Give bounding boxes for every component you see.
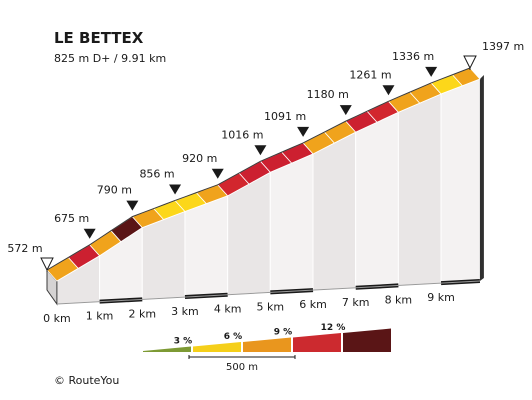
elevation-label: 1016 m xyxy=(221,128,263,141)
km-ticks: 0 km 1 km 2 km 3 km 4 km 5 km 6 km 7 km 8 km 9 km xyxy=(43,279,481,325)
km-tick-label: 5 km xyxy=(257,300,285,313)
km-tick-label: 6 km xyxy=(299,298,327,311)
profile-wall-segment xyxy=(355,111,399,289)
elevation-label: 572 m xyxy=(7,242,42,255)
legend-swatch xyxy=(143,346,191,352)
elevation-marker xyxy=(211,168,224,179)
km-tick-label: 2 km xyxy=(128,307,156,320)
profile-end-cap xyxy=(479,75,484,281)
profile-wall-segment xyxy=(269,153,314,293)
grade-ribbon xyxy=(46,67,481,282)
profile-wall-segment xyxy=(440,78,481,284)
elevation-marker xyxy=(425,66,438,77)
elevation-marker xyxy=(254,145,267,156)
elevation-label: 1091 m xyxy=(264,110,306,123)
elevation-label: 675 m xyxy=(54,212,89,225)
legend-label: 9 % xyxy=(274,328,292,338)
profile-baseline xyxy=(56,280,480,305)
legend-swatch xyxy=(193,342,241,352)
elevation-marker xyxy=(169,184,182,195)
elevation-label: 1336 m xyxy=(392,50,434,63)
elevation-marker xyxy=(83,228,96,239)
km-tick-label: 8 km xyxy=(385,293,413,306)
legend-swatch xyxy=(243,337,291,352)
km-tick-label: 0 km xyxy=(43,312,71,325)
profile-wall-segment xyxy=(184,195,229,298)
credit-text: © RouteYou xyxy=(54,374,119,387)
elevation-label: 1261 m xyxy=(349,68,391,81)
legend-scale-label: 500 m xyxy=(226,362,258,373)
elevation-marker xyxy=(297,126,310,137)
legend-swatch xyxy=(343,328,391,352)
legend-label: 12 % xyxy=(321,323,346,333)
legend-swatch xyxy=(293,333,341,352)
km-tick-label: 9 km xyxy=(427,291,455,304)
elevation-label: 1397 m xyxy=(482,40,524,53)
legend-label: 6 % xyxy=(224,332,242,342)
elevation-label: 856 m xyxy=(139,167,174,180)
elevation-marker xyxy=(126,200,139,211)
km-tick-label: 1 km xyxy=(86,310,114,323)
finish-marker xyxy=(463,55,477,70)
grade-legend: 3 % 6 % 9 % 12 % 500 m xyxy=(143,323,391,373)
profile-wall-segment xyxy=(397,93,442,286)
elevation-marker xyxy=(339,105,352,116)
legend-label: 3 % xyxy=(174,337,192,347)
elevation-marker xyxy=(382,85,395,96)
profile-wall-segment xyxy=(312,131,357,291)
start-marker xyxy=(40,257,54,272)
km-tick-label: 7 km xyxy=(342,296,370,309)
profile-top-edge xyxy=(46,67,471,271)
chart-title: LE BETTEX xyxy=(54,29,144,47)
km-tick-label: 3 km xyxy=(171,305,199,318)
elevation-label: 790 m xyxy=(97,184,132,197)
elevation-label: 920 m xyxy=(182,152,217,165)
chart-subtitle: 825 m D+ / 9.91 km xyxy=(54,52,166,65)
elevation-label: 1180 m xyxy=(307,88,349,101)
km-tick-label: 4 km xyxy=(214,303,242,316)
